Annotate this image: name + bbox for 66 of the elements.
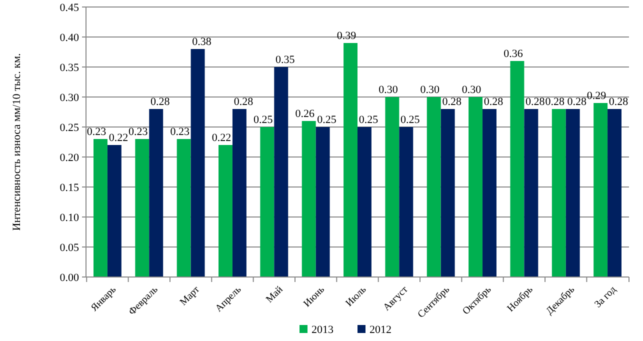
bar <box>260 127 274 277</box>
legend-label: 2012 <box>370 324 392 336</box>
data-label: 0.25 <box>254 114 274 126</box>
y-tick-label: 0.30 <box>60 92 80 104</box>
data-label: 0.28 <box>608 96 629 108</box>
bar <box>107 145 122 277</box>
bar <box>440 109 455 277</box>
data-label: 0.30 <box>462 84 482 96</box>
y-tick-label: 0.10 <box>60 212 80 224</box>
y-tick-label: 0.20 <box>60 152 80 164</box>
data-label: 0.36 <box>504 48 524 60</box>
y-tick-label: 0.05 <box>60 242 80 254</box>
bar <box>135 139 150 277</box>
data-label: 0.39 <box>336 30 357 42</box>
data-label: 0.29 <box>586 90 607 102</box>
data-label: 0.30 <box>420 84 440 96</box>
bar <box>482 109 496 277</box>
y-tick-label: 0.45 <box>60 2 80 14</box>
data-label: 0.28 <box>442 96 462 108</box>
bar <box>274 67 288 277</box>
data-label: 0.28 <box>567 96 587 108</box>
data-label: 0.28 <box>150 96 170 108</box>
data-label: 0.25 <box>400 114 420 126</box>
data-label: 0.23 <box>170 126 190 138</box>
data-label: 0.30 <box>378 84 398 96</box>
data-label: 0.23 <box>86 126 107 138</box>
data-label: 0.22 <box>212 132 232 144</box>
bar <box>94 139 108 277</box>
bar <box>566 109 580 277</box>
data-label: 0.28 <box>545 96 566 108</box>
data-label: 0.28 <box>234 96 254 108</box>
data-label: 0.22 <box>108 132 128 144</box>
bar <box>316 127 330 277</box>
data-label: 0.25 <box>317 114 337 126</box>
y-tick-label: 0.40 <box>60 32 80 44</box>
bar <box>232 109 246 277</box>
bar <box>358 127 372 277</box>
y-tick-label: 0.00 <box>60 272 80 284</box>
bar <box>468 97 483 277</box>
data-label: 0.35 <box>276 54 296 66</box>
bar <box>218 145 232 277</box>
bar <box>510 61 524 277</box>
data-label: 0.23 <box>128 126 148 138</box>
bar <box>344 43 358 277</box>
bar <box>426 97 441 277</box>
bar <box>594 103 608 277</box>
bar <box>385 97 400 277</box>
data-label: 0.28 <box>526 96 546 108</box>
data-label: 0.28 <box>484 96 504 108</box>
legend-label: 2013 <box>312 324 334 336</box>
bar <box>149 109 164 277</box>
bar <box>190 49 205 277</box>
y-axis-title: Интенсивность износа мм/10 тыс. км. <box>11 53 23 231</box>
bar <box>399 127 414 277</box>
bar <box>524 109 538 277</box>
data-label: 0.38 <box>192 36 212 48</box>
data-label: 0.25 <box>358 114 379 126</box>
data-label: 0.26 <box>295 108 315 120</box>
y-tick-label: 0.25 <box>60 122 80 134</box>
bar <box>552 109 566 277</box>
y-tick-label: 0.35 <box>60 62 80 74</box>
y-tick-label: 0.15 <box>60 182 80 194</box>
bar <box>608 109 622 277</box>
bar <box>176 139 191 277</box>
bar <box>302 121 316 277</box>
x-tick-label: За год <box>592 284 619 310</box>
